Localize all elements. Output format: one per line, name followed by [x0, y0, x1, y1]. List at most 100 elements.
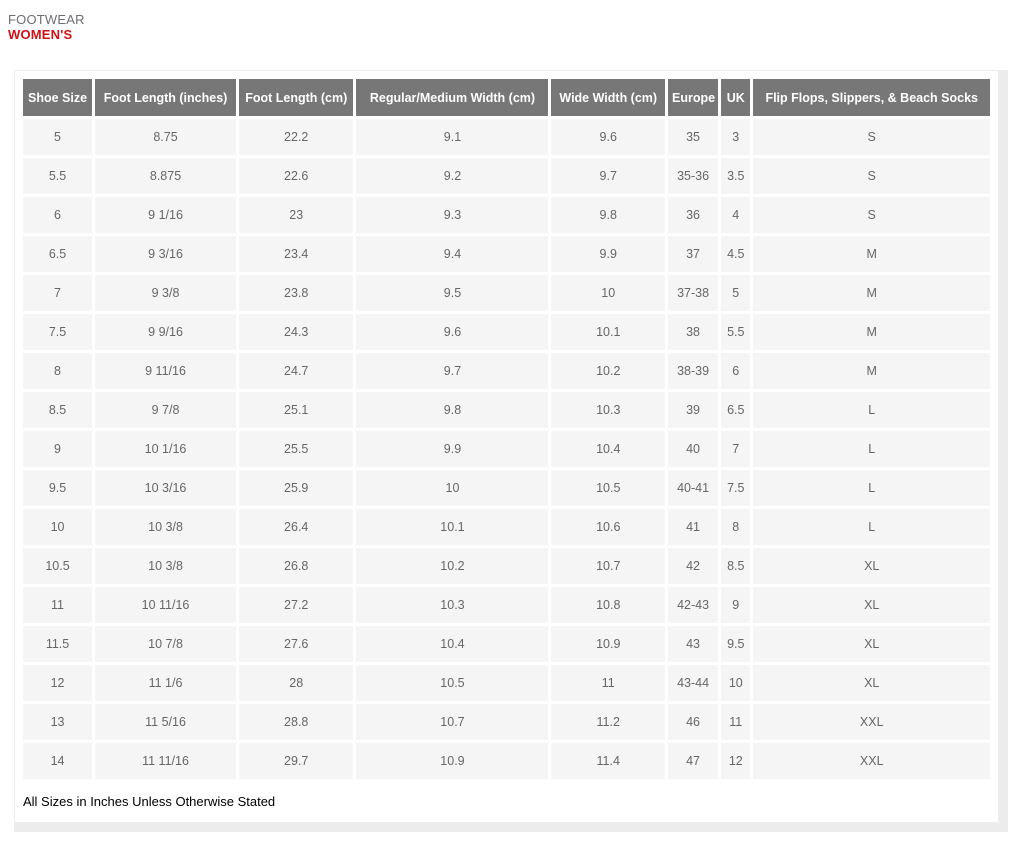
page-title: WOMEN'S — [8, 27, 73, 42]
table-cell: 22.6 — [239, 158, 354, 194]
table-cell: 27.6 — [239, 626, 354, 662]
table-cell: 4.5 — [721, 236, 751, 272]
table-cell: L — [753, 509, 990, 545]
table-cell: 10.5 — [551, 470, 665, 506]
table-cell: 24.7 — [239, 353, 354, 389]
table-cell: L — [753, 470, 990, 506]
table-cell: 11.4 — [551, 743, 665, 779]
table-cell: L — [753, 431, 990, 467]
table-cell: XL — [753, 626, 990, 662]
table-cell: 9.8 — [356, 392, 549, 428]
table-row: 5 8.75 22.2 9.1 9.6 35 3 S — [23, 119, 990, 155]
table-cell: 10.7 — [356, 704, 549, 740]
table-header-row: Shoe Size Foot Length (inches) Foot Length… — [23, 79, 990, 116]
table-cell: 9.5 — [23, 470, 93, 506]
column-header: Europe — [668, 79, 719, 116]
table-cell: 40-41 — [668, 470, 719, 506]
table-cell: 9.9 — [356, 431, 549, 467]
table-cell: 37-38 — [668, 275, 719, 311]
category-label: FOOTWEAR — [8, 12, 85, 27]
table-cell: 3.5 — [721, 158, 751, 194]
column-header: Foot Length (inches) — [95, 79, 236, 116]
table-row: 6.5 9 3/16 23.4 9.4 9.9 37 4.5 M — [23, 236, 990, 272]
table-cell: 5 — [721, 275, 751, 311]
size-chart-table: Shoe Size Foot Length (inches) Foot Length… — [20, 76, 993, 782]
table-cell: 10.2 — [551, 353, 665, 389]
table-cell: 10.9 — [356, 743, 549, 779]
table-cell: 9.5 — [721, 626, 751, 662]
table-cell: 28.8 — [239, 704, 354, 740]
table-cell: S — [753, 197, 990, 233]
table-cell: 6 — [721, 353, 751, 389]
table-row: 11.5 10 7/8 27.6 10.4 10.9 43 9.5 XL — [23, 626, 990, 662]
column-header: Foot Length (cm) — [239, 79, 354, 116]
table-cell: 5.5 — [721, 314, 751, 350]
table-cell: 9 — [23, 431, 93, 467]
table-cell: 9.2 — [356, 158, 549, 194]
table-cell: 8 — [23, 353, 93, 389]
table-cell: 10.6 — [551, 509, 665, 545]
table-cell: 9.5 — [356, 275, 549, 311]
table-cell: 10.3 — [551, 392, 665, 428]
table-cell: 9.8 — [551, 197, 665, 233]
table-cell: 10 11/16 — [95, 587, 236, 623]
table-cell: 46 — [668, 704, 719, 740]
table-row: 5.5 8.875 22.6 9.2 9.7 35-36 3.5 S — [23, 158, 990, 194]
table-cell: 26.4 — [239, 509, 354, 545]
table-cell: 10.5 — [356, 665, 549, 701]
table-cell: 12 — [721, 743, 751, 779]
table-row: 14 11 11/16 29.7 10.9 11.4 47 12 XXL — [23, 743, 990, 779]
table-cell: 10.9 — [551, 626, 665, 662]
table-cell: 10.3 — [356, 587, 549, 623]
table-cell: 10.5 — [23, 548, 93, 584]
table-cell: 8.5 — [23, 392, 93, 428]
table-cell: 29.7 — [239, 743, 354, 779]
table-cell: 9.4 — [356, 236, 549, 272]
table-cell: 11 — [721, 704, 751, 740]
table-cell: 42 — [668, 548, 719, 584]
table-cell: 7 — [23, 275, 93, 311]
column-header: Flip Flops, Slippers, & Beach Socks — [753, 79, 990, 116]
table-cell: 10 — [23, 509, 93, 545]
table-cell: 10 1/16 — [95, 431, 236, 467]
table-cell: 10 — [721, 665, 751, 701]
table-cell: 10.1 — [551, 314, 665, 350]
table-cell: 5 — [23, 119, 93, 155]
table-cell: 35-36 — [668, 158, 719, 194]
column-header: Regular/Medium Width (cm) — [356, 79, 549, 116]
table-row: 9 10 1/16 25.5 9.9 10.4 40 7 L — [23, 431, 990, 467]
table-cell: 7.5 — [23, 314, 93, 350]
table-cell: 10.8 — [551, 587, 665, 623]
table-cell: 23 — [239, 197, 354, 233]
table-cell: 25.5 — [239, 431, 354, 467]
table-cell: XL — [753, 548, 990, 584]
table-row: 9.5 10 3/16 25.9 10 10.5 40-41 7.5 L — [23, 470, 990, 506]
footnote: All Sizes in Inches Unless Otherwise Sta… — [20, 782, 993, 822]
table-cell: 28 — [239, 665, 354, 701]
table-cell: 26.8 — [239, 548, 354, 584]
table-cell: 11.2 — [551, 704, 665, 740]
table-cell: 10 — [356, 470, 549, 506]
table-cell: 10 3/16 — [95, 470, 236, 506]
table-cell: 6.5 — [23, 236, 93, 272]
table-row: 12 11 1/6 28 10.5 11 43-44 10 XL — [23, 665, 990, 701]
table-row: 13 11 5/16 28.8 10.7 11.2 46 11 XXL — [23, 704, 990, 740]
table-cell: 10.7 — [551, 548, 665, 584]
table-cell: 10 3/8 — [95, 509, 236, 545]
table-cell: 10.2 — [356, 548, 549, 584]
table-cell: 11 1/6 — [95, 665, 236, 701]
table-cell: 8 — [721, 509, 751, 545]
table-cell: XXL — [753, 704, 990, 740]
table-cell: 40 — [668, 431, 719, 467]
table-cell: 23.4 — [239, 236, 354, 272]
column-header: Shoe Size — [23, 79, 93, 116]
table-cell: 39 — [668, 392, 719, 428]
table-row: 7.5 9 9/16 24.3 9.6 10.1 38 5.5 M — [23, 314, 990, 350]
table-cell: 14 — [23, 743, 93, 779]
table-cell: 9.7 — [356, 353, 549, 389]
table-cell: M — [753, 275, 990, 311]
table-cell: 9.3 — [356, 197, 549, 233]
table-cell: 36 — [668, 197, 719, 233]
